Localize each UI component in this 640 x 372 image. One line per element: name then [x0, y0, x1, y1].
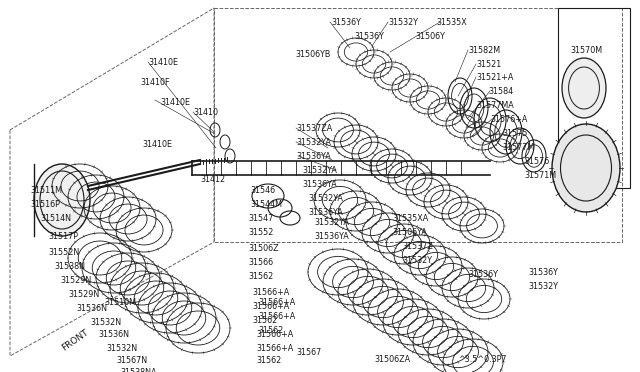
Text: 31536YA: 31536YA — [302, 180, 337, 189]
Text: 31514N: 31514N — [40, 214, 71, 223]
Text: 31536Y: 31536Y — [354, 32, 384, 41]
Text: 31532YA: 31532YA — [302, 166, 337, 175]
Text: 31532Y: 31532Y — [402, 256, 432, 265]
Text: 31577MA: 31577MA — [476, 101, 514, 110]
Text: 31567: 31567 — [296, 348, 321, 357]
Text: 31536N: 31536N — [98, 330, 129, 339]
Text: 31566+A: 31566+A — [252, 288, 289, 297]
Text: 31410E: 31410E — [160, 98, 190, 107]
Text: 31506YA: 31506YA — [392, 228, 427, 237]
Text: 31536YA: 31536YA — [314, 232, 349, 241]
Ellipse shape — [552, 124, 620, 212]
Text: 31582M: 31582M — [468, 46, 500, 55]
Text: 31536Y: 31536Y — [528, 268, 558, 277]
Text: 31566+A: 31566+A — [256, 330, 293, 339]
Text: 31575: 31575 — [502, 129, 527, 138]
Text: 31506Z: 31506Z — [248, 244, 278, 253]
Text: 31562: 31562 — [248, 272, 273, 281]
Text: ^3.5^0.3P7: ^3.5^0.3P7 — [458, 355, 506, 364]
Text: 31532Y: 31532Y — [528, 282, 558, 291]
Text: 31506YB: 31506YB — [295, 50, 330, 59]
Text: 31532YA: 31532YA — [296, 138, 331, 147]
Text: 31566+A: 31566+A — [256, 344, 293, 353]
Text: 31510M: 31510M — [104, 298, 136, 307]
Text: 31552N: 31552N — [48, 248, 79, 257]
Text: 31537ZA: 31537ZA — [296, 124, 332, 133]
Text: 31410: 31410 — [193, 108, 218, 117]
Text: 31535XA: 31535XA — [392, 214, 428, 223]
Ellipse shape — [34, 164, 90, 236]
Text: 31536YA: 31536YA — [296, 152, 331, 161]
Text: 31532YA: 31532YA — [308, 194, 343, 203]
Text: 31566+A: 31566+A — [258, 298, 295, 307]
Text: 31538N: 31538N — [54, 262, 85, 271]
Text: 31529N: 31529N — [68, 290, 99, 299]
Text: 31562: 31562 — [258, 326, 284, 335]
Text: 31544M: 31544M — [250, 200, 282, 209]
Text: 31566+A: 31566+A — [252, 302, 289, 311]
Text: FRONT: FRONT — [60, 328, 90, 353]
Text: 31517P: 31517P — [48, 232, 78, 241]
Text: 31529N: 31529N — [60, 276, 92, 285]
Text: 31521: 31521 — [476, 60, 501, 69]
Text: 31535X: 31535X — [436, 18, 467, 27]
Text: 31536N: 31536N — [76, 304, 107, 313]
Text: 31521+A: 31521+A — [476, 73, 513, 82]
Text: 31410F: 31410F — [140, 78, 170, 87]
Text: 31566+A: 31566+A — [258, 312, 295, 321]
Text: 31546: 31546 — [250, 186, 275, 195]
Text: 31570M: 31570M — [570, 46, 602, 55]
Text: 31410E: 31410E — [148, 58, 178, 67]
Ellipse shape — [562, 58, 606, 118]
Text: 31412: 31412 — [200, 175, 225, 184]
Text: 31562: 31562 — [256, 356, 281, 365]
Text: 31537Z: 31537Z — [402, 242, 433, 251]
Text: 31410E: 31410E — [142, 140, 172, 149]
Text: 31571M: 31571M — [524, 171, 556, 180]
Text: 31506Y: 31506Y — [415, 32, 445, 41]
Text: 31506ZA: 31506ZA — [374, 355, 410, 364]
Text: 31532N: 31532N — [90, 318, 121, 327]
Text: 31538NA: 31538NA — [120, 368, 157, 372]
Text: 31536Y: 31536Y — [468, 270, 498, 279]
Text: 31547: 31547 — [248, 214, 273, 223]
Text: 31576+A: 31576+A — [490, 115, 527, 124]
Text: 31516P: 31516P — [30, 200, 60, 209]
Text: 31552: 31552 — [248, 228, 273, 237]
Text: 31511M: 31511M — [30, 186, 62, 195]
Text: 31566: 31566 — [248, 258, 273, 267]
Text: 31584: 31584 — [488, 87, 513, 96]
Text: 31567N: 31567N — [116, 356, 147, 365]
Text: 31532Y: 31532Y — [388, 18, 418, 27]
Text: 31536Y: 31536Y — [331, 18, 361, 27]
Text: 31577M: 31577M — [502, 143, 534, 152]
Text: 31536YA: 31536YA — [308, 208, 343, 217]
Text: 31532N: 31532N — [106, 344, 137, 353]
Text: 31576: 31576 — [524, 157, 549, 166]
Text: 31562: 31562 — [252, 316, 277, 325]
Text: 31532YA: 31532YA — [314, 218, 349, 227]
